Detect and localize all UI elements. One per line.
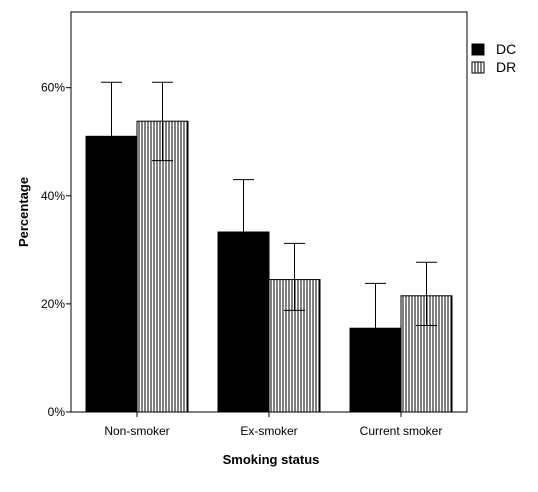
- x-axis: Non-smoker Ex-smoker Current smoker: [104, 412, 442, 438]
- y-tick-label: 60%: [41, 81, 65, 95]
- legend: DC DR: [471, 41, 516, 75]
- error-bars-group: [101, 81, 437, 329]
- legend-swatch-dc: [471, 43, 485, 56]
- x-axis-title: Smoking status: [223, 452, 320, 467]
- x-tick-label: Current smoker: [360, 424, 443, 438]
- y-axis: 0% 20% 40% 60%: [41, 81, 71, 419]
- bars-group: [85, 120, 453, 413]
- y-tick-label: 40%: [41, 189, 65, 203]
- x-tick-label: Ex-smoker: [240, 424, 297, 438]
- bar-dc-1: [217, 231, 270, 413]
- bar-dr-0: [136, 120, 189, 413]
- legend-label-dc: DC: [496, 41, 516, 57]
- bar-dc-0: [85, 135, 138, 413]
- legend-swatch-dr: [471, 61, 485, 74]
- legend-label-dr: DR: [496, 59, 516, 75]
- y-axis-title: Percentage: [16, 177, 31, 247]
- y-tick-label: 0%: [48, 405, 66, 419]
- bar-dc-2: [349, 327, 402, 413]
- x-tick-label: Non-smoker: [104, 424, 169, 438]
- y-tick-label: 20%: [41, 297, 65, 311]
